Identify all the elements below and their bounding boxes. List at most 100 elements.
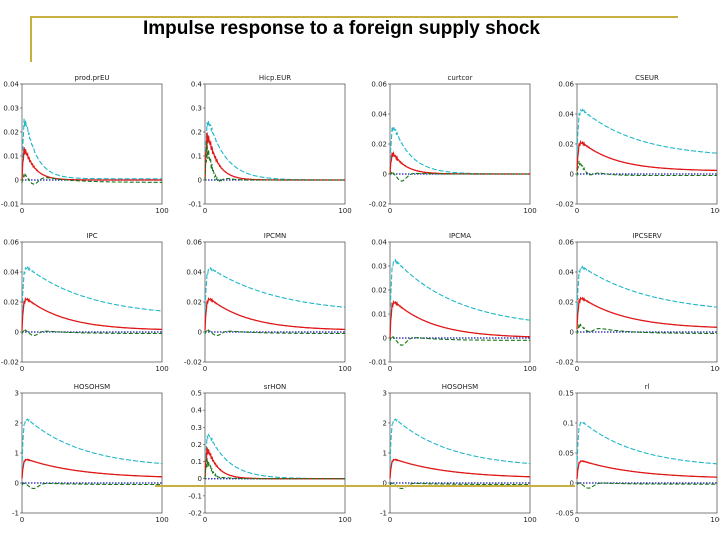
frame-line-left [30, 16, 32, 62]
x-tick-label: 0 [203, 207, 207, 215]
y-tick-label: 2 [15, 420, 19, 428]
y-tick-label: 0.5 [191, 390, 202, 398]
y-tick-label: 1 [15, 450, 19, 458]
series-line-upper [576, 265, 718, 315]
panel-title: rl [645, 383, 650, 391]
plot-frame [204, 83, 346, 205]
y-tick-label: 0.1 [563, 420, 574, 428]
x-tick-label: 100 [155, 365, 168, 373]
x-tick-label: 100 [338, 207, 351, 215]
x-tick-label: 100 [155, 516, 168, 524]
y-tick-label: -0.02 [1, 359, 19, 367]
series-line-median [21, 458, 162, 479]
y-tick-label: 0.04 [3, 269, 19, 277]
y-tick-label: 0.02 [371, 287, 387, 295]
x-tick-label: 100 [523, 516, 536, 524]
x-tick-label: 0 [388, 365, 392, 373]
plot-frame [21, 83, 163, 205]
y-tick-label: 0.05 [558, 450, 574, 458]
series-line-lower [389, 334, 530, 346]
y-tick-label: 0.04 [371, 111, 387, 119]
panel-title: curtcor [448, 74, 473, 82]
y-tick-label: 0 [198, 475, 202, 483]
series-line-upper [21, 265, 162, 318]
y-tick-label: 0.02 [186, 299, 202, 307]
panel-title: CSEUR [635, 74, 659, 82]
y-tick-label: 0.06 [3, 239, 19, 247]
y-tick-label: -0.02 [556, 201, 574, 209]
y-tick-label: 0.06 [371, 81, 387, 89]
x-tick-label: 100 [710, 516, 720, 524]
y-tick-label: 2 [383, 420, 387, 428]
y-tick-label: 0.1 [191, 153, 202, 161]
x-tick-label: 0 [20, 207, 24, 215]
y-tick-label: 0.02 [371, 141, 387, 149]
x-tick-label: 100 [338, 516, 351, 524]
series-line-lower [21, 482, 162, 490]
x-tick-label: 0 [388, 516, 392, 524]
series-line-median [204, 447, 345, 480]
plot-frame [204, 392, 346, 514]
panel-title: srHON [264, 383, 287, 391]
x-tick-label: 100 [710, 365, 720, 373]
y-tick-label: 0.4 [191, 81, 203, 89]
y-tick-label: 0.15 [558, 390, 574, 398]
x-tick-label: 0 [203, 365, 207, 373]
y-tick-label: 0.02 [558, 141, 574, 149]
series-line-upper [204, 266, 346, 315]
series-line-lower [389, 482, 530, 490]
y-tick-label: 0.3 [191, 424, 202, 432]
plot-frame [204, 241, 346, 363]
y-tick-label: 0 [198, 177, 202, 185]
page-title: Impulse response to a foreign supply sho… [143, 18, 540, 39]
series-line-upper [389, 418, 531, 469]
y-tick-label: 0 [198, 329, 202, 337]
series-line-upper [21, 418, 163, 469]
y-tick-label: 0.1 [191, 458, 202, 466]
series-line-median [204, 132, 345, 181]
y-tick-label: -0.02 [369, 201, 387, 209]
series-line-lower [21, 328, 162, 337]
series-line-lower [576, 160, 717, 177]
x-tick-label: 0 [388, 207, 392, 215]
series-line-lower [204, 328, 345, 337]
y-tick-label: 3 [383, 390, 387, 398]
series-line-lower [204, 457, 345, 480]
series-line-median [21, 297, 162, 331]
series-line-upper [576, 108, 718, 158]
frame-line-bottom [155, 485, 575, 487]
series-line-lower [204, 142, 345, 183]
x-tick-label: 0 [20, 365, 24, 373]
panel-title: IPCMN [264, 232, 286, 240]
x-tick-label: 100 [338, 365, 351, 373]
y-tick-label: -1 [12, 510, 19, 518]
series-line-median [21, 147, 162, 181]
series-line-upper [389, 258, 531, 329]
x-tick-label: 100 [710, 207, 720, 215]
y-tick-label: 0 [15, 329, 19, 337]
plot-frame [389, 83, 531, 205]
series-line-median [576, 296, 717, 330]
y-tick-label: -0.1 [188, 201, 202, 209]
y-tick-label: 0.02 [3, 129, 19, 137]
y-tick-label: 0.06 [186, 239, 202, 247]
series-line-upper [576, 421, 717, 469]
series-line-upper [21, 118, 162, 180]
series-line-median [576, 139, 717, 172]
y-tick-label: 0 [15, 177, 19, 185]
y-tick-label: 3 [15, 390, 19, 398]
panel-title: HOSOHSM [442, 383, 478, 391]
panel-title: IPC [86, 232, 97, 240]
panel-title: Hicp.EUR [259, 74, 291, 82]
plot-frame [576, 241, 718, 363]
y-tick-label: 0 [15, 480, 19, 488]
x-tick-label: 0 [203, 516, 207, 524]
y-tick-label: 1 [383, 450, 387, 458]
